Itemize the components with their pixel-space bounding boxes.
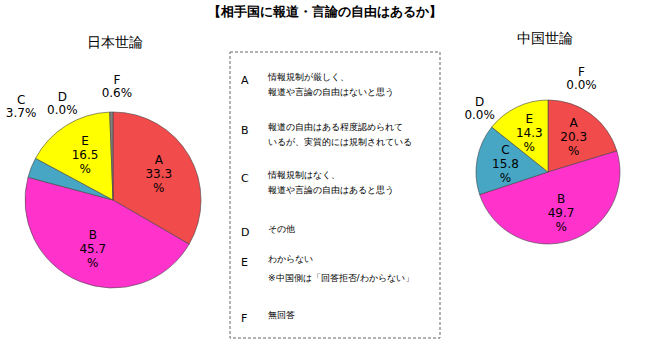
svg-text:D: D xyxy=(241,226,249,239)
svg-text:A33.3%: A33.3% xyxy=(145,153,172,195)
svg-text:情報規制はなく、: 情報規制はなく、 xyxy=(267,170,340,180)
svg-text:中国世論: 中国世論 xyxy=(517,30,573,46)
svg-text:【相手国に報道・言論の自由はあるか】: 【相手国に報道・言論の自由はあるか】 xyxy=(208,4,442,19)
svg-text:報道や言論の自由はないと思う: 報道や言論の自由はないと思う xyxy=(268,87,394,97)
svg-text:C15.8%: C15.8% xyxy=(492,143,519,185)
svg-text:その他: その他 xyxy=(268,224,295,234)
svg-text:E16.5%: E16.5% xyxy=(72,134,99,176)
svg-text:報道や言論の自由はあると思う: 報道や言論の自由はあると思う xyxy=(268,185,394,195)
svg-text:報道の自由はある程度認められて: 報道の自由はある程度認められて xyxy=(268,122,403,132)
svg-text:E14.3%: E14.3% xyxy=(516,112,543,154)
svg-text:F0.6%: F0.6% xyxy=(102,73,133,100)
svg-text:わからない: わからない xyxy=(268,254,313,264)
svg-text:B45.7%: B45.7% xyxy=(79,228,106,270)
svg-text:D0.0%: D0.0% xyxy=(464,95,495,122)
svg-text:E: E xyxy=(241,256,248,269)
svg-text:B49.7%: B49.7% xyxy=(548,192,575,234)
svg-text:D0.0%: D0.0% xyxy=(47,90,78,117)
svg-text:無回答: 無回答 xyxy=(268,310,295,320)
svg-text:F: F xyxy=(241,312,247,325)
svg-text:F0.0%: F0.0% xyxy=(566,65,597,92)
svg-text:※中国側は「回答拒否/わからない」: ※中国側は「回答拒否/わからない」 xyxy=(268,273,414,283)
svg-text:情報規制が厳しく、: 情報規制が厳しく、 xyxy=(267,72,349,82)
svg-text:いるが、実質的には規制されている: いるが、実質的には規制されている xyxy=(268,137,412,147)
svg-text:C3.7%: C3.7% xyxy=(8,93,36,120)
svg-text:A: A xyxy=(241,74,249,87)
svg-text:B: B xyxy=(241,124,249,137)
svg-text:A20.3%: A20.3% xyxy=(560,116,587,158)
svg-text:C: C xyxy=(241,172,249,185)
svg-text:日本世論: 日本世論 xyxy=(87,34,143,50)
